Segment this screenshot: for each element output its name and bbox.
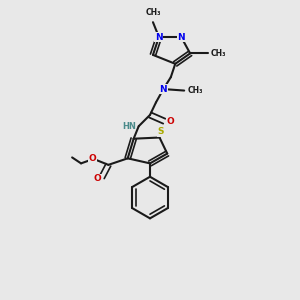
Text: CH₃: CH₃ [187, 86, 203, 95]
Text: HN: HN [122, 122, 136, 131]
Text: CH₃: CH₃ [211, 49, 226, 58]
Text: O: O [89, 154, 97, 163]
Text: O: O [167, 117, 175, 126]
Text: N: N [160, 85, 167, 94]
Text: N: N [155, 33, 163, 42]
Text: CH₃: CH₃ [145, 8, 161, 17]
Text: N: N [177, 33, 185, 42]
Text: S: S [158, 127, 164, 136]
Text: O: O [93, 174, 101, 183]
